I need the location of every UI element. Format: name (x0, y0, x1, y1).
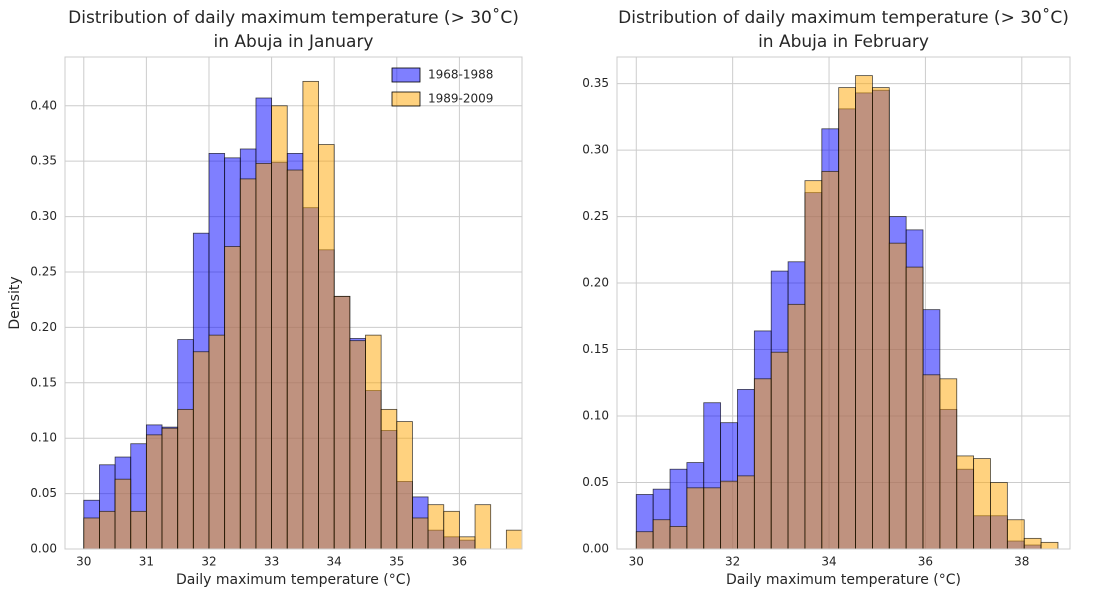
histogram-bar (114, 478, 132, 550)
histogram-bar (474, 504, 492, 550)
legend-swatch (391, 91, 421, 107)
y-tick-label: 0.25 (582, 209, 609, 223)
histogram-bar (720, 480, 738, 550)
histogram-bar (787, 303, 806, 550)
x-tick-label: 34 (821, 555, 836, 569)
histogram-bar (956, 455, 975, 550)
histogram-bar (177, 408, 194, 550)
histogram-bar (703, 487, 722, 550)
histogram-bar (224, 246, 241, 550)
histogram-bar (669, 525, 688, 550)
y-tick-label: 0.10 (30, 431, 57, 445)
chart-title: in Abuja in February (758, 32, 929, 52)
histogram-bar (83, 517, 100, 550)
y-tick-label: 0.30 (30, 209, 57, 223)
x-tick-label: 36 (918, 555, 933, 569)
histogram-bar (1006, 519, 1025, 550)
histogram-bar (365, 334, 382, 550)
histogram-bar (427, 504, 445, 550)
histogram-bar (753, 378, 772, 550)
y-tick-label: 0.15 (582, 342, 609, 356)
histogram-bar (770, 351, 789, 550)
histogram-bar (804, 180, 823, 550)
y-tick-label: 0.00 (582, 542, 609, 556)
histogram-bar (458, 536, 476, 550)
y-tick-label: 0.15 (30, 375, 57, 389)
histogram-bar (396, 421, 413, 550)
histogram-bar (652, 519, 671, 550)
histogram-bar (412, 517, 429, 550)
x-axis-label: Daily maximum temperature (°C) (176, 572, 411, 588)
plot-frame (616, 56, 1071, 550)
y-tick-label: 0.25 (30, 264, 57, 278)
histogram-bar (905, 266, 924, 550)
y-tick-label: 0.05 (582, 475, 609, 489)
histogram-bar (855, 75, 873, 550)
histogram-bar (872, 87, 890, 550)
histogram-bar (939, 378, 958, 550)
histogram-bar (380, 408, 398, 550)
histogram-bar (1040, 541, 1059, 550)
histogram-bar (239, 178, 257, 550)
y-tick-label: 0.35 (582, 76, 609, 90)
x-tick-label: 38 (1014, 555, 1029, 569)
histogram-bar (922, 374, 941, 550)
legend-label: 1989-2009 (428, 92, 493, 106)
histogram-bar (973, 458, 991, 550)
histogram-bar (888, 242, 907, 550)
x-tick-label: 31 (139, 555, 154, 569)
y-tick-label: 0.00 (30, 542, 57, 556)
histogram-bar (99, 510, 116, 550)
histogram-bar (333, 295, 351, 550)
histogram-bar (318, 144, 335, 550)
histogram-bar (990, 482, 1008, 550)
subplot: Distribution of daily maximum temperatur… (582, 7, 1071, 588)
histogram-bar (838, 87, 856, 550)
x-tick-label: 30 (76, 555, 91, 569)
x-tick-label: 36 (452, 555, 467, 569)
x-axis-label: Daily maximum temperature (°C) (726, 572, 961, 588)
y-tick-label: 0.30 (582, 143, 609, 157)
histogram-bar (1023, 537, 1042, 550)
x-tick-label: 32 (201, 555, 216, 569)
chart-title: Distribution of daily maximum temperatur… (68, 7, 519, 28)
x-tick-label: 33 (264, 555, 279, 569)
histogram-bar (145, 434, 163, 550)
histogram-bar (302, 80, 319, 550)
y-tick-label: 0.40 (30, 98, 57, 112)
histogram-bar (349, 340, 366, 550)
x-tick-label: 34 (327, 555, 342, 569)
chart-title: Distribution of daily maximum temperatur… (618, 7, 1069, 28)
legend-swatch (391, 67, 421, 83)
histogram-bar (255, 162, 272, 550)
histogram-bar (443, 510, 460, 550)
histogram-bar (271, 105, 288, 550)
histogram-bar (686, 487, 705, 550)
subplot: Distribution of daily maximum temperatur… (7, 7, 523, 588)
y-tick-label: 0.10 (582, 409, 609, 423)
histogram-bar (505, 529, 523, 550)
histogram-bar (192, 351, 210, 550)
y-tick-label: 0.05 (30, 486, 57, 500)
histogram-bar (130, 510, 147, 550)
x-tick-label: 35 (389, 555, 404, 569)
y-tick-label: 0.35 (30, 154, 57, 168)
legend-label: 1968-1988 (428, 68, 493, 82)
histogram-bar (821, 170, 840, 550)
plot-frame (64, 56, 523, 550)
histogram-bar (737, 475, 755, 550)
histogram-bar (286, 169, 304, 550)
x-tick-label: 30 (629, 555, 644, 569)
x-tick-label: 32 (725, 555, 740, 569)
histogram-bar (208, 334, 226, 550)
chart-title: in Abuja in January (214, 32, 374, 52)
y-tick-label: 0.20 (582, 276, 609, 290)
histogram-bar (635, 531, 654, 550)
histogram-bar (161, 427, 179, 550)
y-axis-label: Density (7, 276, 23, 329)
y-tick-label: 0.20 (30, 320, 57, 334)
